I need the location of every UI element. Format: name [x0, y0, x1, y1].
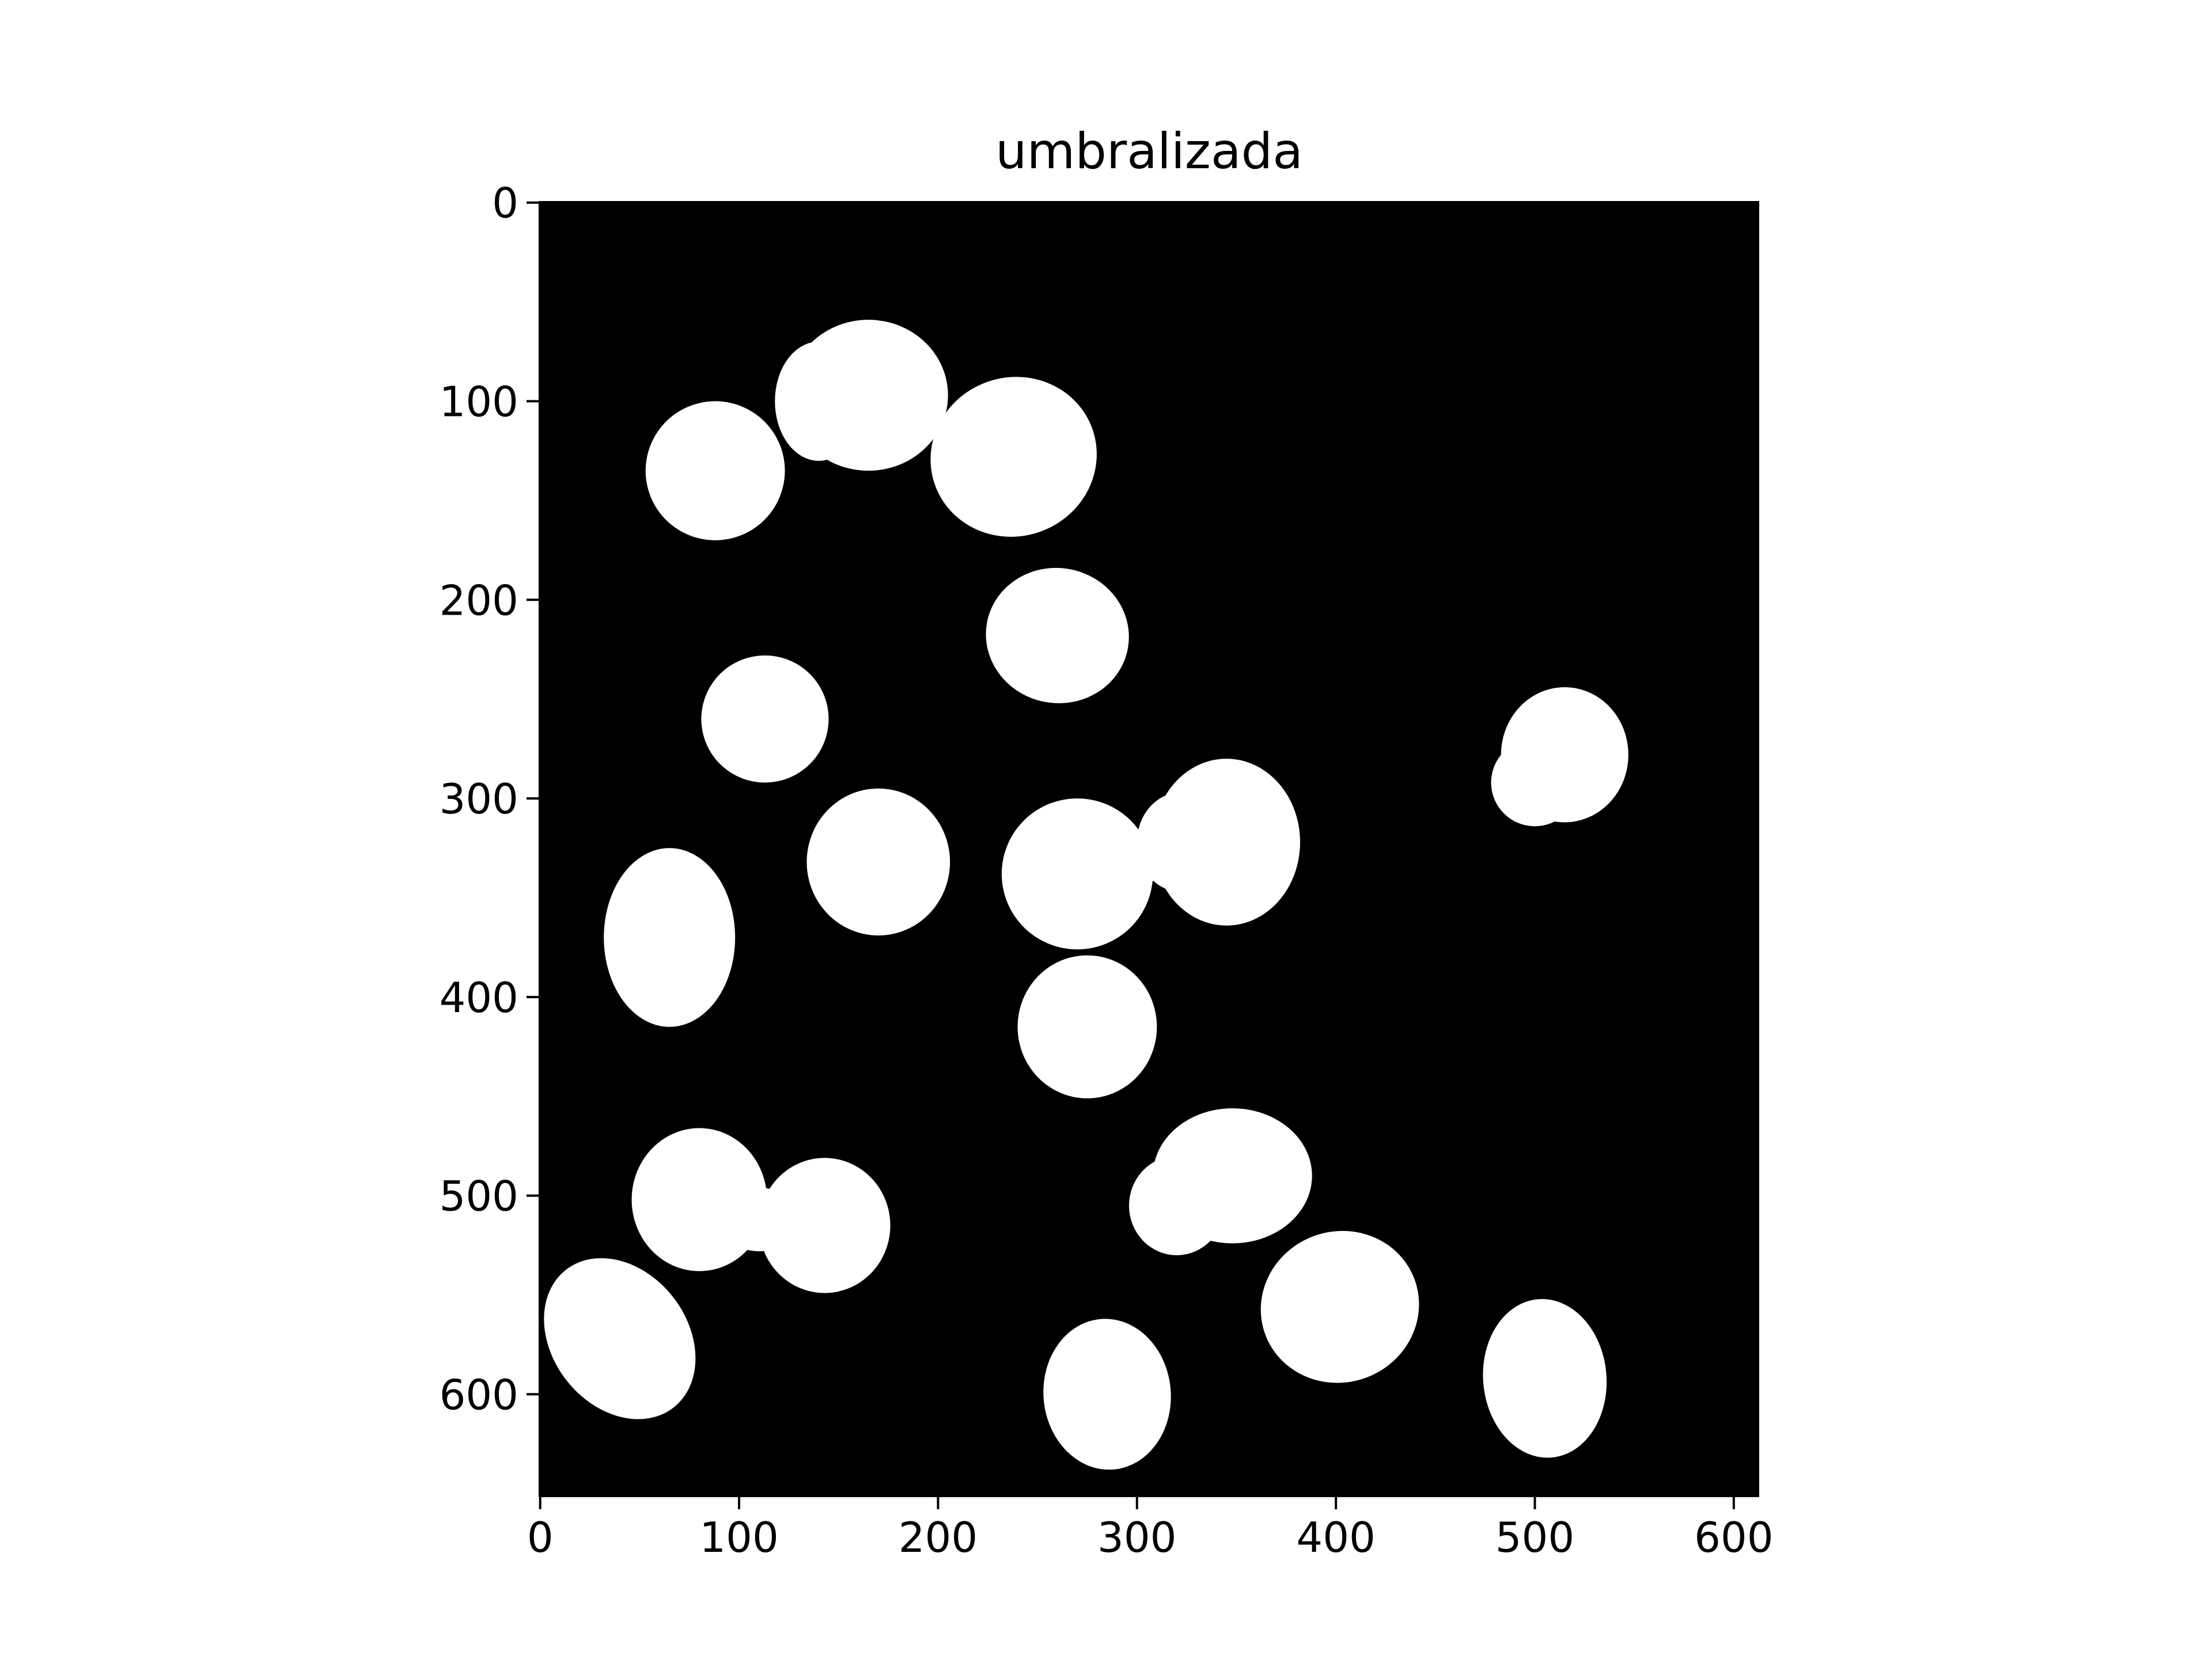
x-tick-label: 0 — [527, 1513, 554, 1562]
blob — [759, 1158, 891, 1293]
blob — [604, 848, 736, 1027]
y-tick-label: 300 — [440, 775, 518, 823]
blob — [1001, 798, 1153, 950]
x-tick-label: 600 — [1694, 1513, 1773, 1562]
blob — [645, 401, 785, 540]
x-tick-label: 200 — [899, 1513, 978, 1562]
blob — [544, 1258, 696, 1419]
blob — [1043, 1319, 1171, 1470]
x-tick-label: 100 — [699, 1513, 778, 1562]
blob — [701, 655, 829, 783]
y-tick-label: 200 — [440, 576, 518, 624]
x-tick-label: 400 — [1296, 1513, 1375, 1562]
y-tick-label: 100 — [440, 378, 518, 426]
y-tick-label: 400 — [440, 974, 518, 1022]
chart-title: umbralizada — [995, 123, 1303, 180]
blob — [1017, 955, 1157, 1099]
blob — [986, 567, 1129, 703]
blob — [719, 1187, 799, 1252]
blob — [1123, 834, 1171, 882]
blob — [806, 788, 950, 935]
y-tick-label: 0 — [492, 179, 518, 228]
blob — [1128, 1156, 1225, 1256]
y-tick-label: 500 — [440, 1172, 518, 1221]
x-tick-label: 500 — [1495, 1513, 1574, 1562]
blob — [1491, 738, 1579, 827]
image — [539, 202, 1759, 1497]
blob — [775, 342, 863, 461]
blob — [930, 377, 1097, 537]
blob — [1483, 1299, 1607, 1458]
x-tick-label: 300 — [1097, 1513, 1176, 1562]
axes-frame — [539, 201, 1759, 1497]
blob — [1260, 1230, 1419, 1383]
y-tick-label: 600 — [440, 1370, 518, 1419]
